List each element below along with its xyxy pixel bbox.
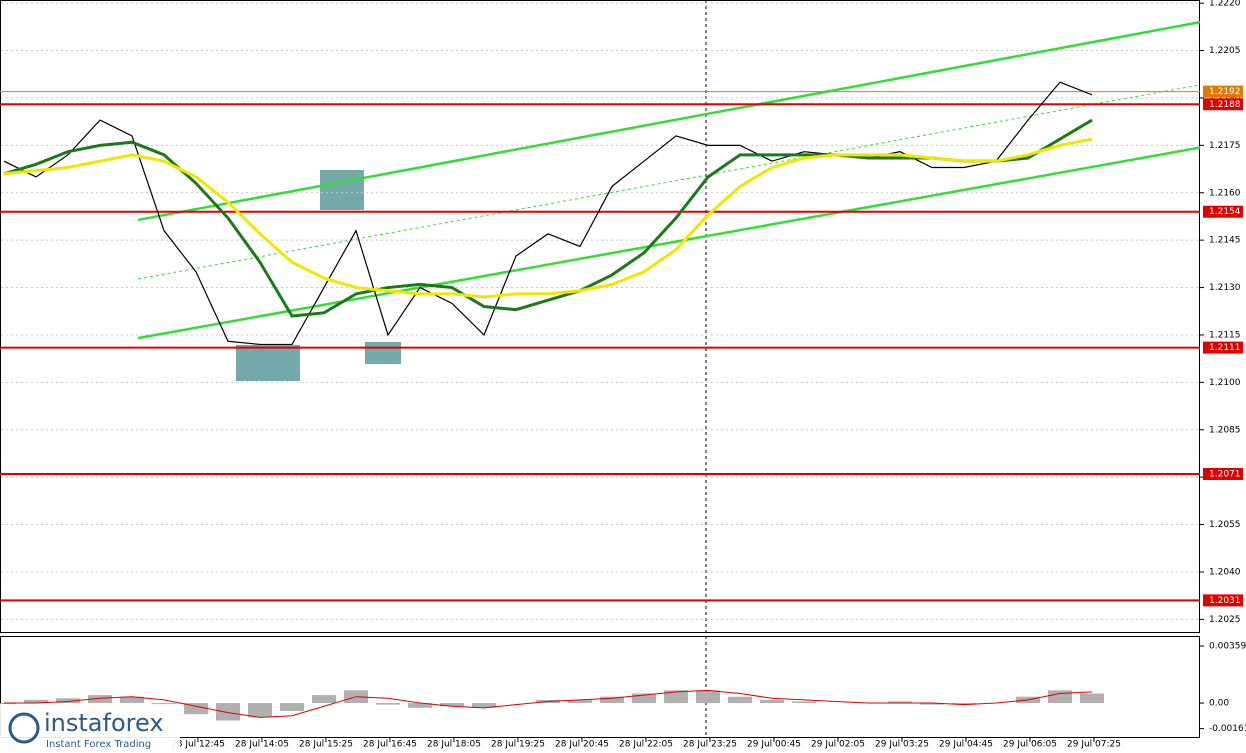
x-tick-label: 29 Jul 03:25 xyxy=(875,740,929,750)
logo-name: instaforex xyxy=(44,709,164,737)
level-label: 1.2188 xyxy=(1209,100,1241,110)
level-tag xyxy=(1203,205,1243,218)
x-tick-label: 28 Jul 18:05 xyxy=(427,740,481,750)
macd-bar xyxy=(216,703,240,721)
price-line xyxy=(3,118,1093,318)
macd-bar xyxy=(760,699,784,704)
macd-bar xyxy=(184,703,208,715)
y-tick-label: 1.2160 xyxy=(1209,188,1241,198)
y-tick-label: 1.2205 xyxy=(1209,46,1241,56)
level-label: 1.2111 xyxy=(1209,343,1241,353)
logo-icon xyxy=(8,712,40,744)
x-tick-label: 28 Jul 23:25 xyxy=(683,740,737,750)
macd-bar xyxy=(376,703,400,705)
x-tick-label: 28 Jul 19:25 xyxy=(491,740,545,750)
logo-tagline: Instant Forex Trading xyxy=(46,739,151,750)
x-tick-label: 28 Jul 14:05 xyxy=(235,740,289,750)
y-tick-label: 1.2085 xyxy=(1209,425,1241,435)
macd-bar xyxy=(792,701,816,704)
macd-bar xyxy=(920,703,944,705)
macd-bar xyxy=(248,703,272,718)
y-tick-label: 1.2175 xyxy=(1209,141,1241,151)
macd-bar xyxy=(696,690,720,704)
level-tag xyxy=(1203,468,1243,480)
x-tick-label: 28 Jul 15:25 xyxy=(299,740,353,750)
macd-bar xyxy=(56,698,80,704)
y-tick-label: 1.2145 xyxy=(1209,236,1241,246)
y-tick-label: 1.2055 xyxy=(1209,520,1241,530)
level-label: 1.2031 xyxy=(1209,596,1241,606)
macd-bar xyxy=(24,699,48,704)
y-tick-label: 1.2220 xyxy=(1209,0,1241,9)
y-tick-label: 1.2100 xyxy=(1209,378,1241,388)
channel-line xyxy=(137,146,1201,340)
y-tick-label: -0.00161 xyxy=(1209,724,1246,734)
level-tag xyxy=(1203,341,1243,354)
macd-bar xyxy=(312,695,336,704)
macd-bar xyxy=(888,701,912,704)
macd-bar xyxy=(120,696,144,704)
y-tick-label: 0.00359 xyxy=(1209,642,1246,652)
macd-bar xyxy=(408,703,432,708)
macd-bar xyxy=(728,696,752,704)
macd-bar xyxy=(472,703,496,708)
x-tick-label: 28 Jul 20:45 xyxy=(555,740,609,750)
x-tick-label: 29 Jul 06:05 xyxy=(1003,740,1057,750)
macd-bar xyxy=(1080,693,1104,704)
logo-bg xyxy=(0,704,180,753)
channel-line xyxy=(137,20,1201,222)
highlight-box xyxy=(236,345,300,381)
macd-bar xyxy=(0,703,16,705)
x-tick-label: 29 Jul 02:05 xyxy=(811,740,865,750)
price-panel xyxy=(0,0,1200,633)
y-tick-label: 1.2115 xyxy=(1209,330,1241,340)
macd-bar xyxy=(440,703,464,707)
x-tick-label: 29 Jul 04:45 xyxy=(939,740,993,750)
level-label: 1.2154 xyxy=(1209,207,1241,217)
highlight-box xyxy=(365,342,401,364)
x-tick-label: 28 Jul 12:45 xyxy=(171,740,225,750)
macd-bar xyxy=(600,696,624,704)
macd-bar xyxy=(568,699,592,704)
x-tick-label: 28 Jul 22:05 xyxy=(619,740,673,750)
macd-bar xyxy=(664,690,688,704)
level-label: 1.2192 xyxy=(1209,87,1241,97)
macd-bar xyxy=(1048,690,1072,704)
y-tick-label: 1.2130 xyxy=(1209,283,1241,293)
level-tag xyxy=(1203,594,1243,607)
x-tick-label: 29 Jul 07:25 xyxy=(1067,740,1121,750)
macd-panel xyxy=(0,636,1200,738)
macd-bar xyxy=(280,703,304,711)
macd-bar xyxy=(632,693,656,704)
level-tag xyxy=(1203,85,1243,98)
highlight-box xyxy=(320,170,364,210)
x-tick-label: 28 Jul 16:45 xyxy=(363,740,417,750)
signal-line xyxy=(4,689,1093,718)
level-tag xyxy=(1203,98,1243,111)
y-tick-label: 1.2040 xyxy=(1209,567,1241,577)
y-tick-label: 0.00 xyxy=(1209,699,1229,709)
level-label: 1.2071 xyxy=(1209,470,1241,480)
x-tick-label: 29 Jul 00:45 xyxy=(747,740,801,750)
macd-bar xyxy=(952,703,976,705)
macd-bar xyxy=(88,695,112,704)
price-line xyxy=(3,137,1093,299)
y-tick-label: 1.2025 xyxy=(1209,615,1241,625)
